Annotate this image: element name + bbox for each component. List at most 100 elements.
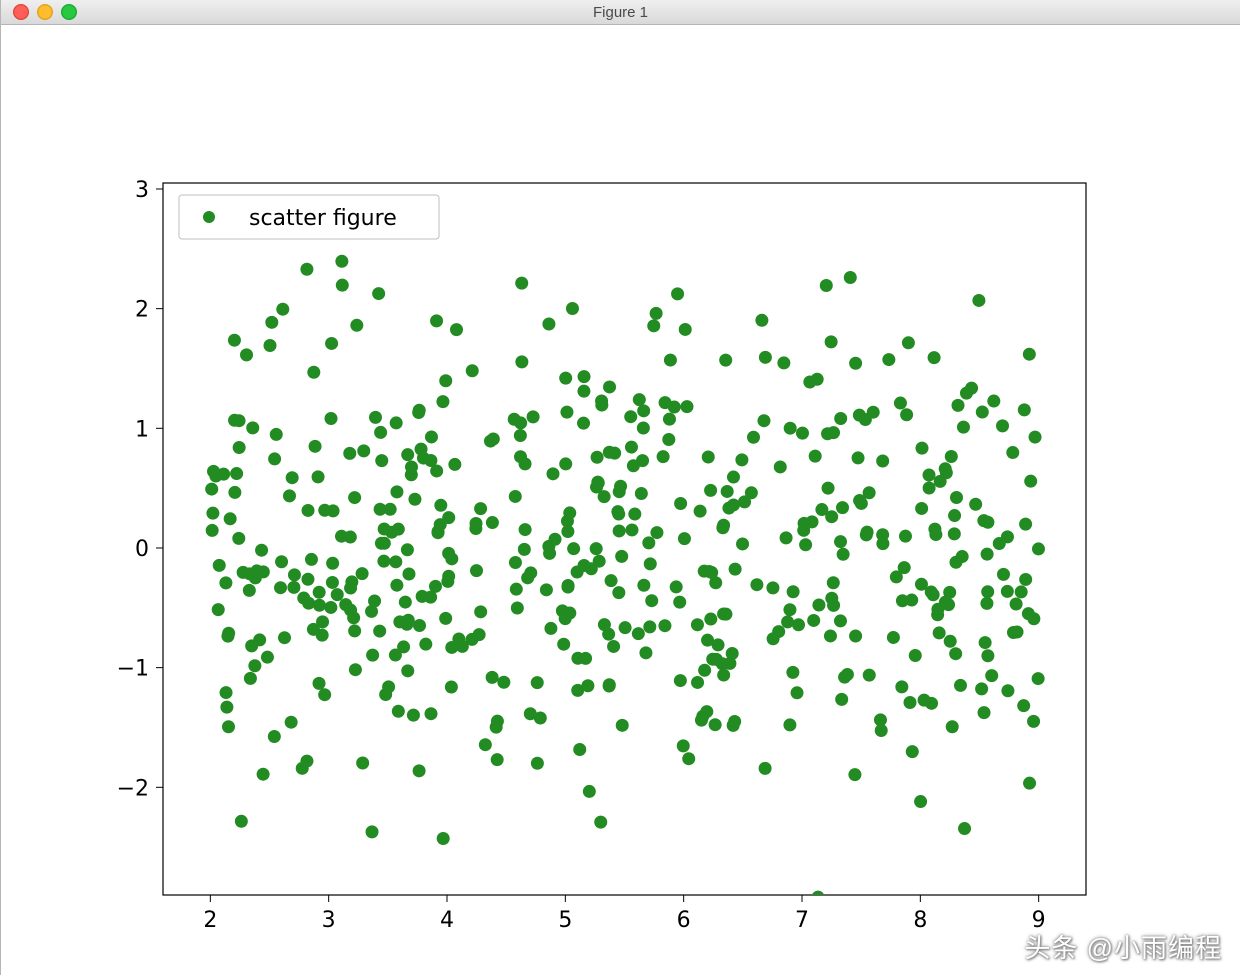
scatter-point (474, 502, 487, 515)
scatter-point (357, 444, 370, 457)
scatter-point (662, 433, 675, 446)
scatter-point (302, 597, 315, 610)
scatter-point (567, 542, 580, 555)
scatter-point (288, 568, 301, 581)
titlebar[interactable]: Figure 1 (1, 0, 1240, 25)
scatter-point (719, 354, 732, 367)
scatter-point (745, 486, 758, 499)
xtick-label: 5 (558, 908, 572, 933)
scatter-point (577, 417, 590, 430)
scatter-point (274, 581, 287, 594)
scatter-point (923, 468, 936, 481)
scatter-point (473, 628, 486, 641)
scatter-point (663, 413, 676, 426)
scatter-point (993, 537, 1006, 550)
scatter-point (1024, 475, 1037, 488)
scatter-point (312, 470, 325, 483)
scatter-point (899, 530, 912, 543)
scatter-point (578, 370, 591, 383)
legend-label: scatter figure (249, 206, 397, 231)
scatter-point (946, 720, 959, 733)
scatter-point (349, 663, 362, 676)
scatter-point (925, 586, 938, 599)
scatter-point (736, 537, 749, 550)
scatter-point (540, 583, 553, 596)
scatter-point (344, 582, 357, 595)
scatter-point (980, 597, 993, 610)
xtick-label: 3 (322, 908, 336, 933)
scatter-point (1010, 598, 1023, 611)
scatter-point (895, 680, 908, 693)
scatter-point (378, 537, 391, 550)
scatter-point (515, 355, 528, 368)
scatter-point (255, 544, 268, 557)
scatter-point (674, 674, 687, 687)
scatter-point (344, 604, 357, 617)
scatter-point (671, 287, 684, 300)
scatter-point (366, 825, 379, 838)
scatter-point (419, 638, 432, 651)
scatter-point (390, 485, 403, 498)
scatter-point (976, 406, 989, 419)
scatter-point (915, 502, 928, 515)
scatter-point (595, 399, 608, 412)
scatter-point (309, 440, 322, 453)
scatter-point (1032, 672, 1045, 685)
watermark-text: 头条 @小雨编程 (1024, 928, 1222, 965)
scatter-point (385, 526, 398, 539)
scatter-point (975, 682, 988, 695)
scatter-point (827, 576, 840, 589)
scatter-point (902, 336, 915, 349)
scatter-point (616, 719, 629, 732)
scatter-point (691, 618, 704, 631)
scatter-point (497, 676, 510, 689)
scatter-point (727, 471, 740, 484)
scatter-point (246, 421, 259, 434)
minimize-icon[interactable] (37, 4, 53, 20)
scatter-point (245, 639, 258, 652)
scatter-point (633, 393, 646, 406)
scatter-point (628, 508, 641, 521)
scatter-point (613, 524, 626, 537)
scatter-point (318, 688, 331, 701)
scatter-point (956, 550, 969, 563)
scatter-point (527, 410, 540, 423)
scatter-point (228, 414, 241, 427)
scatter-point (985, 669, 998, 682)
scatter-point (307, 366, 320, 379)
scatter-point (807, 614, 820, 627)
scatter-point (466, 364, 479, 377)
scatter-point (664, 354, 677, 367)
ytick-label: 1 (135, 417, 149, 442)
scatter-point (486, 671, 499, 684)
scatter-point (518, 543, 531, 556)
scatter-point (591, 451, 604, 464)
scatter-point (442, 570, 455, 583)
scatter-point (682, 752, 695, 765)
scatter-point (945, 450, 958, 463)
scatter-point (948, 509, 961, 522)
scatter-point (965, 382, 978, 395)
close-icon[interactable] (13, 4, 29, 20)
scatter-point (356, 567, 369, 580)
scatter-point (784, 422, 797, 435)
scatter-point (413, 764, 426, 777)
scatter-point (650, 526, 663, 539)
scatter-point (442, 547, 455, 560)
scatter-point (205, 483, 218, 496)
scatter-point (434, 518, 447, 531)
scatter-point (369, 411, 382, 424)
ytick-label: 3 (135, 178, 149, 203)
scatter-point (270, 428, 283, 441)
scatter-point (712, 638, 725, 651)
scatter-point (285, 716, 298, 729)
xtick-label: 6 (677, 908, 691, 933)
scatter-point (413, 619, 426, 632)
zoom-icon[interactable] (61, 4, 77, 20)
scatter-point (534, 712, 547, 725)
scatter-point (981, 649, 994, 662)
scatter-point (1011, 625, 1024, 638)
scatter-point (704, 484, 717, 497)
scatter-point (230, 467, 243, 480)
scatter-point (557, 638, 570, 651)
